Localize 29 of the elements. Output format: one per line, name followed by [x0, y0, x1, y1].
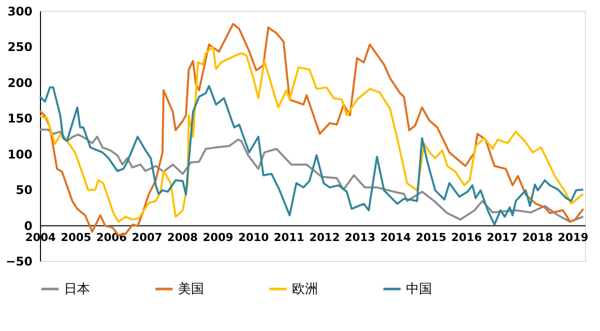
x-tick-label: 2014 [380, 230, 412, 244]
line-series [39, 85, 584, 226]
x-tick-label: 2007 [132, 230, 162, 244]
x-tick-label: 2011 [274, 230, 304, 244]
legend-label: 中国 [406, 282, 432, 297]
x-tick-label: 2017 [486, 230, 518, 244]
legend-label: 欧洲 [292, 282, 318, 297]
y-tick-label: 200 [7, 76, 32, 90]
x-tick-label: 2009 [202, 230, 234, 244]
y-tick-label: 150 [7, 112, 32, 126]
line-series [39, 128, 584, 223]
y-tick-label: −50 [6, 254, 32, 268]
x-tick-label: 2018 [522, 230, 553, 244]
x-tick-label: 2013 [344, 230, 376, 244]
x-tick-label: 2015 [416, 230, 446, 244]
x-tick-label: 2005 [60, 230, 92, 244]
y-tick-label: 0 [24, 218, 32, 233]
x-tick-label: 2019 [558, 230, 588, 244]
y-tick-label: 300 [7, 4, 32, 18]
x-tick-label: 2012 [309, 230, 340, 244]
line-series [39, 46, 584, 223]
x-tick-label: 2010 [238, 230, 270, 244]
y-tick-label: 100 [7, 147, 32, 162]
legend-label: 美国 [178, 281, 204, 297]
legend-label: 日本 [64, 282, 90, 297]
x-tick-label: 2016 [451, 230, 482, 244]
y-tick-label: 250 [7, 40, 32, 54]
y-tick-label: 50 [16, 183, 32, 198]
x-tick-label: 2008 [167, 230, 198, 244]
